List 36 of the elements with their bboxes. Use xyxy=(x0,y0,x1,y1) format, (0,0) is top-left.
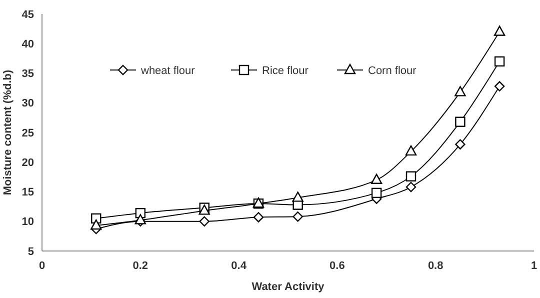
y-tick-label: 10 xyxy=(22,216,34,228)
x-tick-label: 0.4 xyxy=(231,260,248,272)
point xyxy=(406,182,416,192)
y-tick-label: 30 xyxy=(22,98,34,110)
legend-label: Corn flour xyxy=(368,64,417,77)
point xyxy=(90,219,102,230)
x-tick-label: 0.6 xyxy=(330,260,345,272)
x-tick-label: 0.2 xyxy=(132,260,148,272)
y-tick-label: 25 xyxy=(22,127,34,140)
x-tick-label: 0.8 xyxy=(428,260,444,272)
y-tick-label: 5 xyxy=(28,246,34,258)
point xyxy=(455,139,466,150)
point xyxy=(199,216,210,226)
legend-label: wheat flour xyxy=(140,64,196,77)
point xyxy=(134,214,146,224)
legend-label: Rice flour xyxy=(262,64,309,77)
point xyxy=(455,116,466,127)
point xyxy=(406,171,416,182)
point xyxy=(371,188,382,198)
x-tick-label: 1 xyxy=(530,260,538,272)
point xyxy=(370,174,382,184)
point xyxy=(292,212,303,222)
y-tick-label: 20 xyxy=(22,156,34,169)
point xyxy=(292,192,304,202)
y-tick-label: 45 xyxy=(22,8,34,21)
x-axis-title: Water Activity xyxy=(252,281,326,293)
point xyxy=(494,26,506,36)
point xyxy=(454,86,466,96)
point xyxy=(405,145,417,156)
x-tick-label: 0 xyxy=(38,260,46,272)
y-tick-label: 15 xyxy=(22,186,34,199)
y-tick-label: 35 xyxy=(22,68,34,80)
y-tick-label: 40 xyxy=(22,38,34,50)
y-axis-title: Moisture content (%d.b) xyxy=(2,70,14,196)
point xyxy=(253,212,264,222)
point xyxy=(494,56,505,66)
